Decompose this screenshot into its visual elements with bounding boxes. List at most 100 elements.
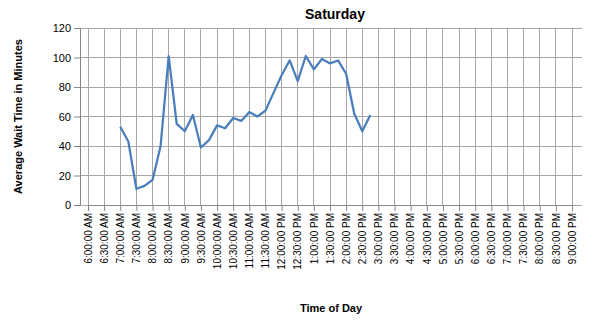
x-grid-line <box>249 28 250 205</box>
x-tick-label: 4:00:00 PM <box>405 213 416 264</box>
y-grid-line <box>80 57 582 58</box>
x-tick-mark <box>298 205 299 211</box>
y-tick-label: 120 <box>53 22 71 34</box>
y-tick: 60 <box>59 111 80 123</box>
x-tick-label: 10:30:00 AM <box>228 213 239 269</box>
x-grid-line <box>88 28 89 205</box>
x-tick-mark <box>185 205 186 211</box>
x-tick-mark <box>427 205 428 211</box>
x-tick: 8:00:00 PM <box>534 205 545 264</box>
x-tick-label: 4:30:00 PM <box>422 213 433 264</box>
y-tick-label: 20 <box>59 170 71 182</box>
x-grid-line <box>136 28 137 205</box>
y-grid-line <box>80 146 582 147</box>
x-tick-mark <box>217 205 218 211</box>
x-tick-mark <box>556 205 557 211</box>
x-tick-label: 6:00:00 PM <box>470 213 481 264</box>
x-tick: 6:00:00 AM <box>83 205 94 264</box>
x-grid-line <box>265 28 266 205</box>
y-grid-line <box>80 87 582 88</box>
x-grid-line <box>104 28 105 205</box>
x-tick: 11:00:00 AM <box>244 205 255 268</box>
x-tick-label: 11:30:00 AM <box>260 213 271 268</box>
x-tick-mark <box>459 205 460 211</box>
x-tick-label: 3:30:00 PM <box>389 213 400 264</box>
y-axis-title: Average Wait Time in Minutes <box>12 39 24 194</box>
x-tick: 10:00:00 AM <box>212 205 223 269</box>
x-tick-mark <box>475 205 476 211</box>
x-tick-label: 10:00:00 AM <box>212 213 223 269</box>
x-tick-label: 1:00:00 PM <box>309 213 320 264</box>
x-tick: 2:30:00 PM <box>357 205 368 264</box>
x-tick-mark <box>104 205 105 211</box>
y-tick-mark <box>74 58 80 59</box>
x-tick: 8:30:00 PM <box>551 205 562 264</box>
x-axis: 6:00:00 AM6:30:00 AM7:00:00 AM7:30:00 AM… <box>83 205 578 270</box>
y-axis: 020406080100120 <box>53 22 81 211</box>
x-tick-label: 7:00:00 PM <box>502 213 513 264</box>
y-tick: 20 <box>59 170 80 182</box>
x-tick: 12:00:00 PM <box>276 205 287 270</box>
x-tick-mark <box>507 205 508 211</box>
x-tick-label: 9:00:00 PM <box>567 213 578 264</box>
y-tick-mark <box>74 28 80 29</box>
x-grid-line <box>168 28 169 205</box>
x-grid-line <box>459 28 460 205</box>
y-tick-label: 80 <box>59 81 71 93</box>
x-grid-line <box>200 28 201 205</box>
x-tick: 2:00:00 PM <box>341 205 352 264</box>
x-grid-line <box>313 28 314 205</box>
x-tick: 7:00:00 PM <box>502 205 513 264</box>
x-tick-label: 7:30:00 AM <box>131 213 142 264</box>
x-grid-line <box>555 28 556 205</box>
x-tick: 7:30:00 PM <box>518 205 529 264</box>
x-tick-mark <box>491 205 492 211</box>
x-tick-mark <box>120 205 121 211</box>
y-axis-line <box>80 29 81 206</box>
x-tick-label: 8:30:00 AM <box>163 213 174 264</box>
x-tick-mark <box>362 205 363 211</box>
y-tick: 80 <box>59 81 80 93</box>
x-tick-label: 9:00:00 AM <box>180 213 191 264</box>
x-tick-mark <box>411 205 412 211</box>
x-grid-line <box>330 28 331 205</box>
x-tick-label: 5:30:00 PM <box>454 213 465 264</box>
x-grid-line <box>442 28 443 205</box>
x-tick: 11:30:00 AM <box>260 205 271 268</box>
y-tick-mark <box>74 117 80 118</box>
x-tick: 4:00:00 PM <box>405 205 416 264</box>
x-tick-label: 12:30:00 PM <box>292 213 303 270</box>
x-grid-line <box>184 28 185 205</box>
x-tick-mark <box>282 205 283 211</box>
chart-svg: 0204060801001206:00:00 AM6:30:00 AM7:00:… <box>0 0 600 329</box>
x-tick: 8:00:00 AM <box>147 205 158 264</box>
x-tick: 7:30:00 AM <box>131 205 142 264</box>
x-grid-line <box>410 28 411 205</box>
y-tick-mark <box>74 87 80 88</box>
x-tick-mark <box>265 205 266 211</box>
x-grid-line <box>120 28 121 205</box>
x-tick-label: 6:30:00 AM <box>99 213 110 264</box>
x-tick-mark <box>249 205 250 211</box>
x-grid-line <box>475 28 476 205</box>
y-tick-mark <box>74 146 80 147</box>
plot-marks <box>120 56 370 189</box>
x-grid-line <box>426 28 427 205</box>
x-grid-line <box>378 28 379 205</box>
y-tick-label: 100 <box>53 52 71 64</box>
x-tick-mark <box>314 205 315 211</box>
x-tick: 5:30:00 PM <box>454 205 465 264</box>
x-grid-line <box>297 28 298 205</box>
y-tick-label: 40 <box>59 140 71 152</box>
x-tick-label: 2:30:00 PM <box>357 213 368 264</box>
x-tick-mark <box>233 205 234 211</box>
y-tick: 120 <box>53 22 80 34</box>
x-tick-mark <box>395 205 396 211</box>
x-tick: 4:30:00 PM <box>422 205 433 264</box>
x-tick: 1:30:00 PM <box>325 205 336 264</box>
x-tick-label: 8:00:00 AM <box>147 213 158 264</box>
x-tick-mark <box>572 205 573 211</box>
x-tick-label: 3:00:00 PM <box>373 213 384 264</box>
x-tick: 9:00:00 PM <box>567 205 578 264</box>
y-tick: 100 <box>53 52 80 64</box>
